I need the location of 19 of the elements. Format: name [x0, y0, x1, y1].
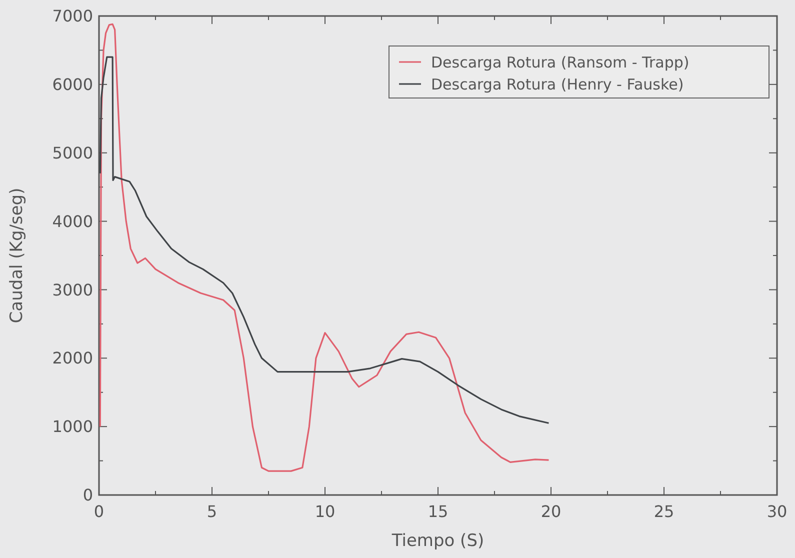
x-tick-label: 25: [654, 502, 674, 521]
x-tick-label: 0: [94, 502, 104, 521]
y-tick-label: 5000: [52, 143, 93, 162]
y-tick-label: 0: [82, 486, 93, 505]
x-tick-label: 20: [540, 502, 562, 521]
x-tick-label: 10: [314, 502, 336, 521]
y-tick-label: 7000: [52, 6, 93, 26]
x-tick-label: 5: [206, 502, 218, 521]
y-tick-label: 3000: [52, 280, 93, 300]
y-tick-label: 2000: [52, 348, 93, 368]
x-axis-title: Tiempo (S): [390, 531, 484, 551]
y-tick-label: 4000: [52, 212, 93, 231]
legend-label: Descarga Rotura (Ransom - Trapp): [431, 53, 690, 72]
y-tick-label: 6000: [52, 75, 93, 94]
y-tick-label: 1000: [52, 417, 93, 436]
y-axis-title: Caudal (Kg/seg): [7, 188, 27, 324]
x-tick-label: 30: [766, 502, 788, 521]
legend-label: Descarga Rotura (Henry - Fauske): [431, 75, 684, 94]
x-tick-label: 15: [428, 502, 448, 521]
